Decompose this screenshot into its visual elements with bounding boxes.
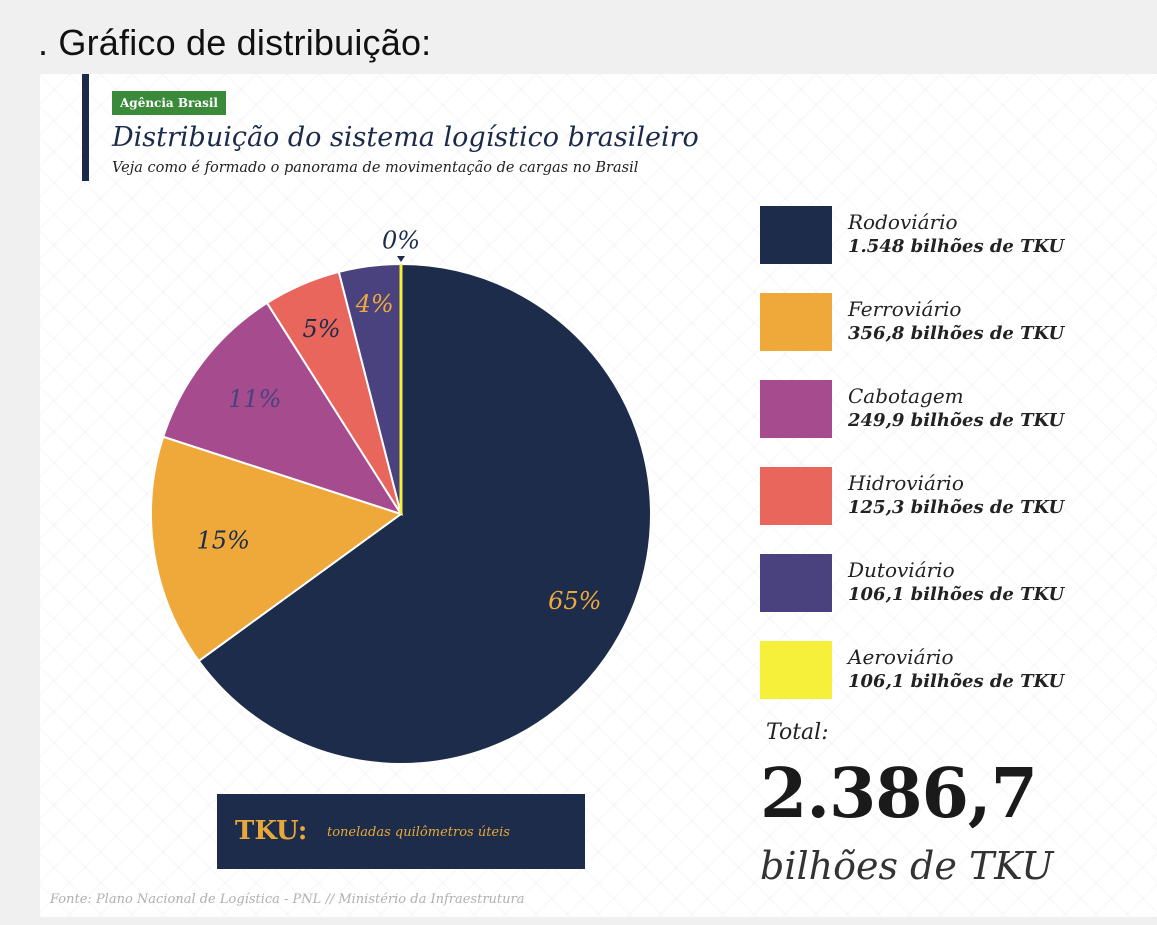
legend-item-dutoviario: Dutoviário 106,1 bilhões de TKU: [760, 554, 1140, 614]
slice-label-dutoviario: 4%: [355, 290, 394, 318]
legend-label: Ferroviário: [848, 297, 962, 321]
legend-value: 125,3 bilhões de TKU: [848, 497, 1065, 518]
tku-definition: toneladas quilômetros úteis: [327, 825, 510, 840]
total-unit: bilhões de TKU: [760, 844, 1054, 888]
legend-value: 1.548 bilhões de TKU: [848, 236, 1065, 257]
legend-value: 106,1 bilhões de TKU: [848, 671, 1065, 692]
chart-subtitle: Veja como é formado o panorama de movime…: [112, 160, 639, 176]
header-accent-bar: [82, 74, 89, 181]
slice-label-rodoviario: 65%: [548, 587, 601, 615]
tku-term: TKU:: [235, 816, 308, 846]
legend-swatch: [760, 206, 832, 264]
legend-swatch: [760, 293, 832, 351]
pie-slice-ferroviario: [150, 435, 404, 663]
legend-label: Dutoviário: [848, 558, 955, 582]
brand-badge: Agência Brasil: [112, 91, 226, 115]
legend-item-ferroviario: Ferroviário 356,8 bilhões de TKU: [760, 293, 1140, 353]
legend-item-aeroviario: Aeroviário 106,1 bilhões de TKU: [760, 641, 1140, 701]
legend-swatch: [760, 380, 832, 438]
slice-label-hidroviario: 5%: [303, 315, 341, 343]
legend-value: 249,9 bilhões de TKU: [848, 410, 1065, 431]
legend-value: 106,1 bilhões de TKU: [848, 584, 1065, 605]
pie-slice-rodoviario: [197, 262, 653, 765]
legend-item-hidroviario: Hidroviário 125,3 bilhões de TKU: [760, 467, 1140, 527]
legend-label: Aeroviário: [848, 645, 954, 669]
legend-swatch: [760, 641, 832, 699]
chart-title: Distribuição do sistema logístico brasil…: [112, 122, 699, 153]
legend-swatch: [760, 554, 832, 612]
legend-label: Rodoviário: [848, 210, 958, 234]
legend-label: Cabotagem: [848, 384, 964, 408]
legend-label: Hidroviário: [848, 471, 964, 495]
slice-label-aeroviario: 0%: [382, 227, 420, 255]
legend-item-cabotagem: Cabotagem 249,9 bilhões de TKU: [760, 380, 1140, 440]
legend-swatch: [760, 467, 832, 525]
zero-pointer-marker: [397, 256, 405, 262]
tku-definition-box: TKU: toneladas quilômetros úteis: [217, 794, 585, 869]
pie-slice-cabotagem: [161, 301, 404, 516]
pie-chart: 65% 15% 11% 5% 4% 0%: [150, 227, 653, 765]
legend-item-rodoviario: Rodoviário 1.548 bilhões de TKU: [760, 206, 1140, 266]
total-label: Total:: [766, 720, 829, 745]
legend-value: 356,8 bilhões de TKU: [848, 323, 1065, 344]
document-caption: . Gráfico de distribuição:: [38, 22, 432, 63]
slice-label-cabotagem: 11%: [228, 385, 281, 413]
slice-label-ferroviario: 15%: [197, 527, 250, 555]
infographic-panel: Agência Brasil Distribuição do sistema l…: [40, 74, 1157, 917]
source-note: Fonte: Plano Nacional de Logística - PNL…: [50, 892, 525, 907]
total-value: 2.386,7: [760, 754, 1038, 834]
